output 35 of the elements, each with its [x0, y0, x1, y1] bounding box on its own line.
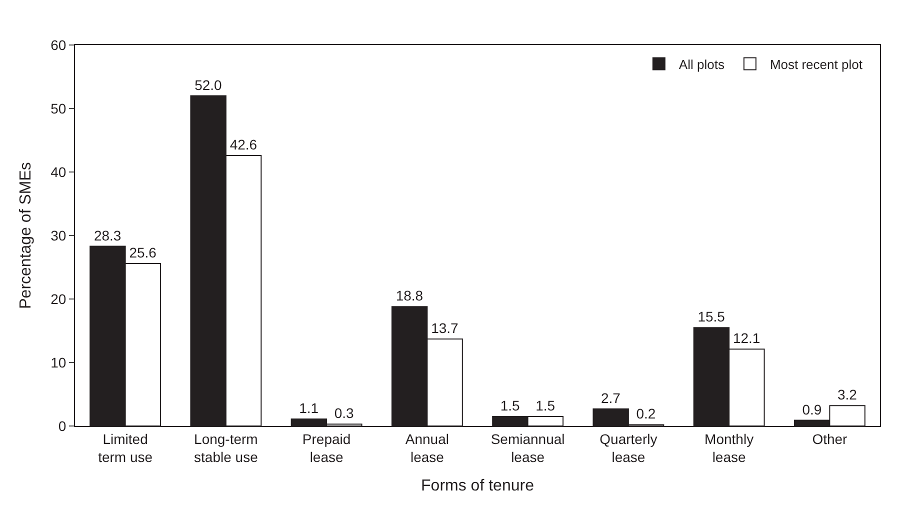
data-label: 0.9 — [802, 401, 822, 418]
data-label: 18.8 — [396, 288, 424, 304]
y-tick-label: 30 — [50, 227, 66, 244]
x-tick-label: Quarterly lease — [600, 430, 658, 465]
data-label: 3.2 — [837, 386, 858, 403]
y-tick-label: 0 — [58, 418, 66, 434]
x-axis-title: Forms of tenure — [421, 478, 534, 495]
x-tick-label: Semiannual lease — [490, 430, 565, 465]
data-label: 2.7 — [600, 390, 621, 406]
x-tick-label: Prepaid lease — [302, 430, 351, 465]
data-label: 28.3 — [94, 227, 122, 244]
data-label: 52.0 — [194, 76, 222, 93]
data-label: 1.1 — [299, 400, 319, 416]
y-tick-label: 60 — [50, 36, 66, 53]
x-tick-label: Monthly lease — [704, 430, 754, 465]
data-label: 25.6 — [129, 244, 157, 260]
y-tick-label: 20 — [50, 290, 66, 307]
data-label: 1.5 — [500, 397, 520, 414]
x-tick-label: Limited term use — [98, 430, 153, 465]
data-label: 1.5 — [536, 397, 556, 414]
y-tick-label: 10 — [50, 354, 66, 370]
data-label: 0.2 — [636, 406, 656, 422]
data-label: 12.1 — [732, 330, 760, 346]
x-tick-label: Annual lease — [405, 430, 449, 465]
data-label: 42.6 — [230, 136, 258, 152]
x-tick-label: Long-term stable use — [194, 430, 258, 465]
x-tick-label: Other — [812, 430, 848, 447]
data-label: 15.5 — [698, 308, 726, 325]
y-tick-label: 50 — [50, 100, 66, 116]
legend-label: All plots — [678, 56, 725, 72]
y-tick-label: 40 — [50, 164, 66, 180]
y-axis-title: Percentage of SMEs — [18, 162, 35, 309]
legend-label: Most recent plot — [770, 56, 863, 72]
data-label: 0.3 — [334, 405, 354, 422]
data-label: 13.7 — [431, 320, 459, 336]
